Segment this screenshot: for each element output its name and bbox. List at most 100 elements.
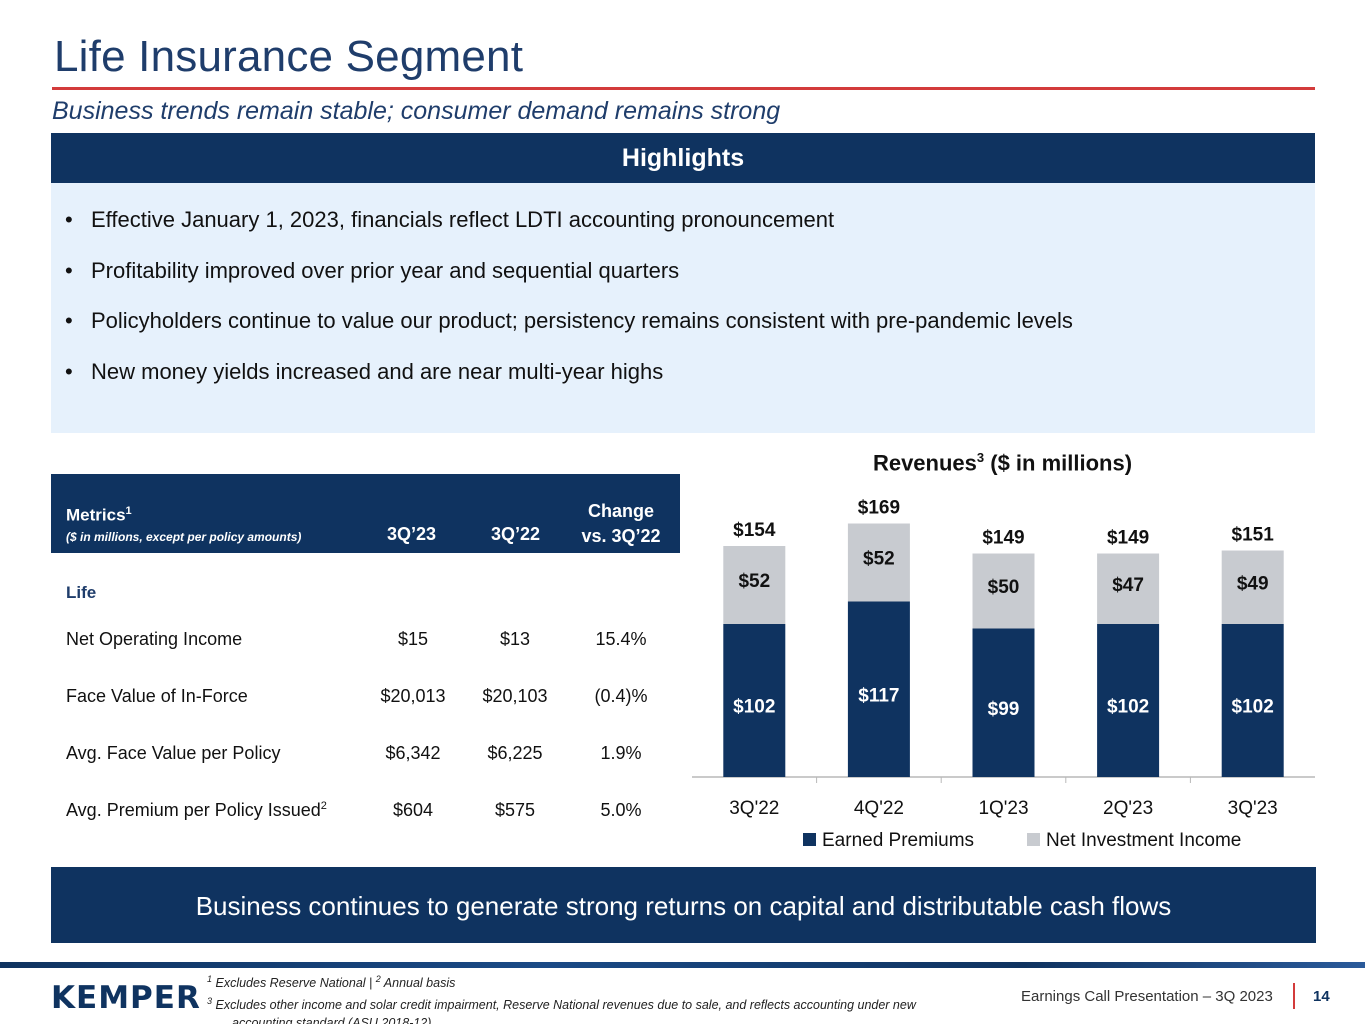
x-tick-label: 4Q'22 [854,798,904,819]
cell-3q22: $13 [499,629,531,649]
bar-net-investment-income [847,523,910,602]
col-header-3q22: 3Q’22 [491,524,541,544]
footnote-text: Excludes other income and solar credit i… [212,998,916,1013]
highlight-item: • Policyholders continue to value our pro… [65,296,1315,347]
chart-title: Revenues3 ($ in millions) [690,450,1315,476]
bar-earned-premiums [847,601,910,777]
footnote-line: 3 Excludes other income and solar credit… [207,992,916,1014]
col-header-change-line1: Change [587,501,654,521]
footnote-marker: 2 [320,800,327,812]
bullet-icon: • [65,308,73,333]
legend-label-net-investment-income: Net Investment Income [1046,830,1241,851]
bar-earned-premiums [972,628,1035,777]
metrics-title: Metrics1 [66,505,132,526]
highlight-item: • Effective January 1, 2023, financials r… [65,195,1315,246]
bar-earned-premiums [1097,624,1160,777]
page-subtitle: Business trends remain stable; consumer … [52,97,781,125]
cell-3q23: $20,013 [380,686,446,706]
col-header-3q23: 3Q’23 [387,524,437,544]
presentation-name: Earnings Call Presentation – 3Q 2023 [1021,988,1273,1005]
footnote-marker: 1 [125,505,132,517]
data-label-earned-premiums: $117 [858,685,899,706]
page-number: 14 [1313,988,1330,1005]
revenue-chart: $102 $52 $154 3Q'22 $117 $52 $169 4Q'22 $99 $50 $1… [692,498,1315,851]
x-tick-label: 1Q'23 [978,798,1028,819]
data-label-earned-premiums: $102 [1107,697,1149,718]
bar-net-investment-income [723,546,786,624]
metrics-subtitle: ($ in millions, except per policy amount… [66,530,302,544]
data-label-net-investment-income: $52 [738,571,770,592]
cell-3q23: $6,342 [385,743,441,763]
row-label: Avg. Premium per Policy Issued2 [66,800,327,821]
highlight-item: • Profitability improved over prior year … [65,246,1315,297]
footnote-marker: 3 [976,450,985,465]
data-label-total: $154 [733,520,776,541]
page-title: Life Insurance Segment [54,32,524,81]
bar-net-investment-income [1097,553,1160,624]
data-label-earned-premiums: $102 [733,697,775,718]
row-label: Avg. Face Value per Policy [66,743,280,764]
highlight-text: Policyholders continue to value our prod… [91,308,1073,333]
chart-title-text: Revenues [872,450,977,476]
highlights-panel: • Effective January 1, 2023, financials r… [51,183,1315,433]
x-tick-label: 3Q'23 [1228,798,1278,819]
row-label-text: Avg. Premium per Policy Issued [66,800,321,820]
data-label-net-investment-income: $52 [863,549,895,570]
x-tick-label: 2Q'23 [1103,798,1153,819]
bullet-icon: • [65,207,73,232]
highlight-text: Profitability improved over prior year a… [91,257,680,283]
data-label-earned-premiums: $99 [988,699,1020,720]
row-label-text: Avg. Face Value per Policy [66,743,281,763]
bar-earned-premiums [723,624,786,777]
footnote-line: 1 Excludes Reserve National | 2 Annual b… [207,970,916,992]
table-row: Face Value of In-Force $20,013 $20,103 (… [51,686,680,716]
cell-3q22: $575 [494,800,536,820]
footer-separator [1293,983,1295,1009]
metrics-table-header: Metrics1 ($ in millions, except per poli… [51,474,680,553]
col-header-change: Change vs. 3Q’22 [581,499,661,549]
data-label-net-investment-income: $49 [1237,573,1269,594]
data-label-net-investment-income: $50 [988,577,1020,598]
highlight-text: New money yields increased and are near … [91,358,664,384]
bar-earned-premiums [1221,624,1284,777]
table-row: Avg. Face Value per Policy $6,342 $6,225… [51,743,680,773]
data-label-total: $151 [1232,525,1275,546]
row-label: Net Operating Income [66,629,242,650]
legend-swatch-earned-premiums [803,833,816,846]
footnotes: 1 Excludes Reserve National | 2 Annual b… [207,970,916,1024]
kemper-logo: KEMPER [51,980,201,1016]
cell-3q23: $15 [397,629,429,649]
col-header-change-line2: vs. 3Q’22 [581,526,661,546]
bar-net-investment-income [972,553,1035,629]
cell-change: 5.0% [600,800,642,820]
data-label-earned-premiums: $102 [1232,697,1274,718]
x-tick-label: 3Q'22 [729,798,779,819]
bar-net-investment-income [1221,550,1284,624]
section-label-life: Life [66,583,97,602]
highlights-list: • Effective January 1, 2023, financials r… [51,183,1315,397]
data-label-total: $149 [982,528,1024,549]
footnote-text: Annual basis [380,976,456,991]
cell-change: (0.4)% [594,686,648,706]
chart-title-suffix: ($ in millions) [984,450,1133,476]
cell-change: 1.9% [600,743,642,763]
title-divider [52,87,1315,90]
footnote-marker: 2 [375,974,381,984]
data-label-net-investment-income: $47 [1112,575,1144,596]
cell-3q22: $6,225 [487,743,543,763]
table-row: Avg. Premium per Policy Issued2 $604 $57… [51,800,680,830]
footnote-text: Excludes Reserve National | [212,976,376,991]
data-label-total: $169 [858,498,900,519]
legend-swatch-net-investment-income [1027,833,1040,846]
row-label: Face Value of In-Force [66,686,248,707]
row-label-text: Net Operating Income [66,629,243,649]
cell-change: 15.4% [595,629,647,649]
footnote-line: accounting standard (ASU 2018-12) [232,1016,432,1024]
highlights-heading: Highlights [51,133,1315,183]
conclusion-banner: Business continues to generate strong re… [51,867,1316,943]
cell-3q22: $20,103 [482,686,548,706]
cell-3q23: $604 [392,800,434,820]
metrics-title-text: Metrics [66,505,126,525]
bullet-icon: • [65,257,73,283]
legend-label-earned-premiums: Earned Premiums [822,830,974,851]
